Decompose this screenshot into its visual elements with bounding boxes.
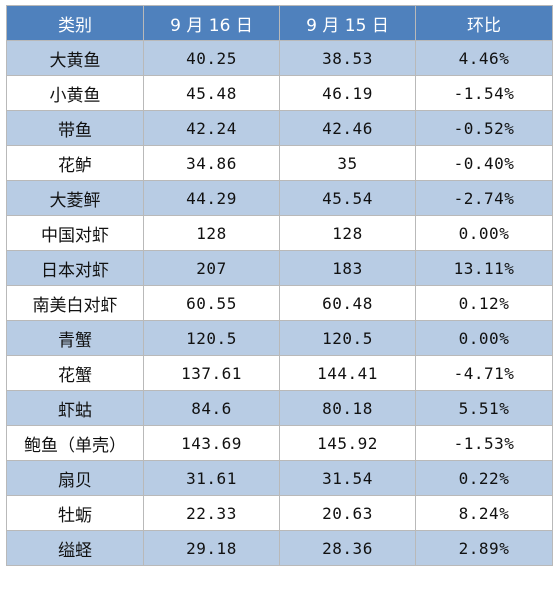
price-comparison-table: 类别 9 月 16 日 9 月 15 日 环比 大黄鱼 40.25 38.53 4.4… — [6, 5, 553, 566]
cell-sep15-price: 46.19 — [279, 75, 416, 111]
cell-sep16-price: 42.24 — [143, 110, 280, 146]
cell-change-rate: 0.22% — [415, 460, 553, 496]
cell-category: 花鲈 — [6, 145, 144, 181]
cell-category: 日本对虾 — [6, 250, 144, 286]
cell-sep15-price: 38.53 — [279, 40, 416, 76]
cell-sep16-price: 84.6 — [143, 390, 280, 426]
table-row: 青蟹 120.5 120.5 0.00% — [6, 320, 553, 356]
table-row: 大菱鲆 44.29 45.54 -2.74% — [6, 180, 553, 216]
cell-category: 南美白对虾 — [6, 285, 144, 321]
cell-change-rate: -0.52% — [415, 110, 553, 146]
cell-category: 缢蛏 — [6, 530, 144, 566]
table-row: 南美白对虾 60.55 60.48 0.12% — [6, 285, 553, 321]
cell-change-rate: -1.54% — [415, 75, 553, 111]
cell-sep16-price: 143.69 — [143, 425, 280, 461]
header-sep15: 9 月 15 日 — [279, 5, 416, 41]
cell-change-rate: -2.74% — [415, 180, 553, 216]
cell-sep15-price: 120.5 — [279, 320, 416, 356]
table-row: 带鱼 42.24 42.46 -0.52% — [6, 110, 553, 146]
cell-category: 大菱鲆 — [6, 180, 144, 216]
cell-category: 小黄鱼 — [6, 75, 144, 111]
cell-sep15-price: 45.54 — [279, 180, 416, 216]
cell-sep15-price: 80.18 — [279, 390, 416, 426]
table-row: 日本对虾 207 183 13.11% — [6, 250, 553, 286]
cell-sep16-price: 60.55 — [143, 285, 280, 321]
cell-category: 中国对虾 — [6, 215, 144, 251]
cell-sep16-price: 40.25 — [143, 40, 280, 76]
cell-sep16-price: 22.33 — [143, 495, 280, 531]
table-row: 虾蛄 84.6 80.18 5.51% — [6, 390, 553, 426]
cell-category: 花蟹 — [6, 355, 144, 391]
table-row: 大黄鱼 40.25 38.53 4.46% — [6, 40, 553, 76]
cell-change-rate: 0.00% — [415, 215, 553, 251]
cell-category: 扇贝 — [6, 460, 144, 496]
table-row: 花鲈 34.86 35 -0.40% — [6, 145, 553, 181]
header-change: 环比 — [415, 5, 553, 41]
cell-change-rate: 5.51% — [415, 390, 553, 426]
cell-sep15-price: 183 — [279, 250, 416, 286]
table-row: 牡蛎 22.33 20.63 8.24% — [6, 495, 553, 531]
cell-category: 虾蛄 — [6, 390, 144, 426]
cell-change-rate: 0.00% — [415, 320, 553, 356]
cell-sep15-price: 144.41 — [279, 355, 416, 391]
cell-category: 大黄鱼 — [6, 40, 144, 76]
cell-category: 青蟹 — [6, 320, 144, 356]
cell-category: 鲍鱼（单壳） — [6, 425, 144, 461]
cell-change-rate: 13.11% — [415, 250, 553, 286]
cell-category: 带鱼 — [6, 110, 144, 146]
cell-change-rate: 4.46% — [415, 40, 553, 76]
cell-sep15-price: 20.63 — [279, 495, 416, 531]
table-row: 中国对虾 128 128 0.00% — [6, 215, 553, 251]
cell-change-rate: -4.71% — [415, 355, 553, 391]
table-header-row: 类别 9 月 16 日 9 月 15 日 环比 — [6, 5, 553, 41]
cell-sep16-price: 44.29 — [143, 180, 280, 216]
cell-change-rate: -1.53% — [415, 425, 553, 461]
cell-sep16-price: 137.61 — [143, 355, 280, 391]
cell-change-rate: 8.24% — [415, 495, 553, 531]
cell-sep16-price: 31.61 — [143, 460, 280, 496]
header-category: 类别 — [6, 5, 144, 41]
cell-sep15-price: 60.48 — [279, 285, 416, 321]
table-row: 鲍鱼（单壳） 143.69 145.92 -1.53% — [6, 425, 553, 461]
cell-sep16-price: 128 — [143, 215, 280, 251]
table-row: 花蟹 137.61 144.41 -4.71% — [6, 355, 553, 391]
cell-change-rate: 2.89% — [415, 530, 553, 566]
table-row: 扇贝 31.61 31.54 0.22% — [6, 460, 553, 496]
cell-sep15-price: 31.54 — [279, 460, 416, 496]
header-sep16: 9 月 16 日 — [143, 5, 280, 41]
cell-change-rate: 0.12% — [415, 285, 553, 321]
cell-sep16-price: 45.48 — [143, 75, 280, 111]
cell-category: 牡蛎 — [6, 495, 144, 531]
table-row: 小黄鱼 45.48 46.19 -1.54% — [6, 75, 553, 111]
cell-sep15-price: 145.92 — [279, 425, 416, 461]
cell-sep16-price: 34.86 — [143, 145, 280, 181]
cell-sep15-price: 128 — [279, 215, 416, 251]
table-body: 大黄鱼 40.25 38.53 4.46% 小黄鱼 45.48 46.19 -1.54% 带鱼 4… — [6, 40, 553, 566]
cell-sep16-price: 29.18 — [143, 530, 280, 566]
cell-sep15-price: 42.46 — [279, 110, 416, 146]
table-row: 缢蛏 29.18 28.36 2.89% — [6, 530, 553, 566]
cell-sep15-price: 28.36 — [279, 530, 416, 566]
cell-change-rate: -0.40% — [415, 145, 553, 181]
cell-sep16-price: 120.5 — [143, 320, 280, 356]
cell-sep16-price: 207 — [143, 250, 280, 286]
cell-sep15-price: 35 — [279, 145, 416, 181]
